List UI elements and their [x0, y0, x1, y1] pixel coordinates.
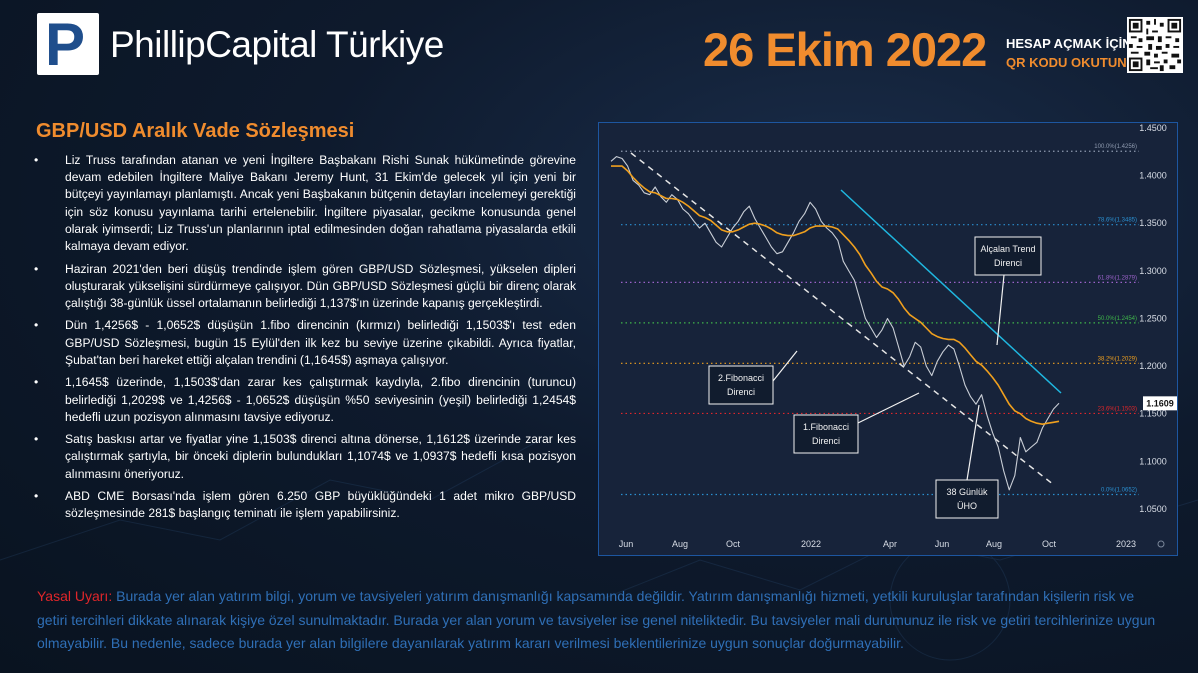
annotation-label: 38 Günlük: [946, 487, 988, 497]
annotation-label: Alçalan Trend: [980, 244, 1035, 254]
x-tick-label: Jun: [935, 539, 950, 549]
annotation-pointer: [857, 392, 920, 424]
y-tick-label: 1.4500: [1139, 123, 1167, 133]
section-title: GBP/USD Aralık Vade Sözleşmesi: [36, 120, 355, 142]
bullet-item: Liz Truss tarafından atanan ve yeni İngi…: [34, 152, 576, 255]
logo-letter: P: [45, 11, 86, 78]
y-tick-label: 1.1500: [1139, 409, 1167, 419]
annotation-pointer: [772, 350, 798, 382]
annotation-box: [708, 365, 774, 405]
x-tick-label: 2022: [801, 539, 821, 549]
bullet-item: 1,1645$ üzerinde, 1,1503$'dan zarar kes …: [34, 374, 576, 426]
x-tick-label: Jun: [619, 539, 634, 549]
disclaimer-text: Burada yer alan yatırım bilgi, yorum ve …: [37, 588, 1156, 651]
annotation-pointer: [966, 404, 980, 481]
fibonacci-level-label: 100.0%(1.4256): [1094, 144, 1137, 150]
disclaimer-label: Yasal Uyarı:: [37, 588, 113, 604]
fibonacci-level-label: 78.6%(1.3485): [1098, 218, 1137, 224]
last-price-tag: [1143, 396, 1177, 411]
fibonacci-level-label: 38.2%(1.2029): [1098, 356, 1137, 362]
annotation-label: ÜHO: [957, 501, 977, 511]
annotation-label: Direnci: [994, 258, 1022, 268]
last-price-label: 1.1609: [1146, 398, 1174, 408]
bullet-item: Satış baskısı artar ve fiyatlar yine 1,1…: [34, 431, 576, 483]
annotation-label: 2.Fibonacci: [718, 373, 764, 383]
qr-code-icon[interactable]: [1127, 17, 1183, 73]
bullet-item: Dün 1,4256$ - 1,0652$ düşüşün 1.fibo dir…: [34, 317, 576, 369]
price-chart-svg: 1.4500 1.4000 1.3500 1.3000 1.2500 1.2000 1.15…: [610, 123, 1177, 549]
bullet-item: Haziran 2021'den beri düşüş trendinde iş…: [34, 261, 576, 313]
x-tick-label: Aug: [672, 539, 688, 549]
analysis-bullets: Liz Truss tarafından atanan ve yeni İngi…: [34, 152, 576, 528]
settings-icon: [1157, 540, 1165, 548]
fibonacci-level-label: 23.6%(1.1503): [1098, 406, 1137, 412]
y-tick-label: 1.2000: [1139, 361, 1167, 371]
fibonacci-level-label: 0.0%(1.0652): [1101, 487, 1137, 493]
x-tick-label: Aug: [986, 539, 1002, 549]
price-series-line: [610, 156, 1060, 491]
bullet-item: ABD CME Borsası'nda işlem gören 6.250 GB…: [34, 488, 576, 522]
annotation-box: [974, 236, 1042, 276]
y-tick-label: 1.3000: [1139, 266, 1167, 276]
legal-disclaimer: Yasal Uyarı: Burada yer alan yatırım bil…: [37, 585, 1167, 656]
annotation-label: Direnci: [812, 436, 840, 446]
y-tick-label: 1.1000: [1139, 456, 1167, 466]
dashed-channel-line: [630, 152, 1055, 486]
y-tick-label: 1.0500: [1139, 504, 1167, 514]
x-tick-label: Apr: [883, 539, 897, 549]
report-date: 26 Ekim 2022: [703, 23, 987, 76]
y-tick-label: 1.3500: [1139, 218, 1167, 228]
x-tick-label: Oct: [726, 539, 741, 549]
annotation-box: [935, 479, 999, 519]
logo-mark: P: [37, 13, 99, 75]
annotation-pointer: [996, 274, 1005, 346]
annotation-box: [793, 414, 859, 454]
x-tick-label: 2023: [1116, 539, 1136, 549]
qr-label-line1: HESAP AÇMAK İÇİN: [1006, 36, 1132, 51]
fibonacci-level-label: 61.8%(1.2879): [1098, 275, 1137, 281]
fibonacci-level-label: 50.0%(1.2454): [1098, 316, 1137, 322]
x-tick-label: Oct: [1042, 539, 1057, 549]
annotation-label: 1.Fibonacci: [803, 422, 849, 432]
annotation-label: Direnci: [727, 387, 755, 397]
y-tick-label: 1.2500: [1139, 313, 1167, 323]
brand-name: PhillipCapital Türkiye: [110, 24, 444, 65]
y-tick-label: 1.4000: [1139, 171, 1167, 181]
ema-series-line: [611, 165, 1060, 426]
qr-label-line2: QR KODU OKUTUNUZ: [1006, 55, 1144, 70]
price-chart: 1.4500 1.4000 1.3500 1.3000 1.2500 1.2000 1.15…: [598, 122, 1178, 556]
descending-trend-line: [840, 189, 1062, 394]
